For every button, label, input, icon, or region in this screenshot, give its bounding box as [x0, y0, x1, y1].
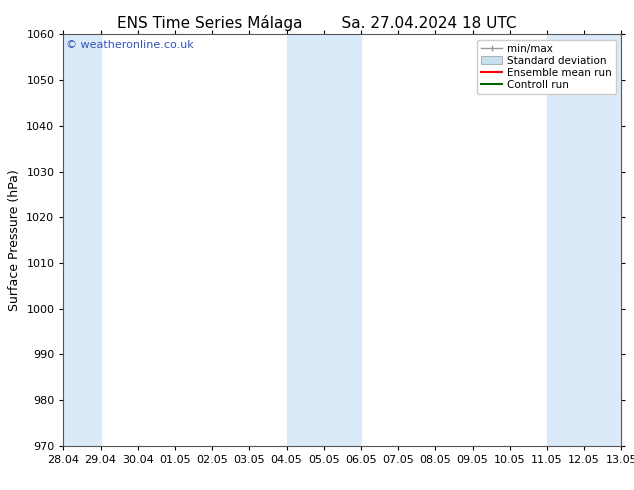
Bar [547, 34, 621, 446]
Bar [63, 34, 101, 446]
Text: © weatheronline.co.uk: © weatheronline.co.uk [66, 41, 194, 50]
Legend: min/max, Standard deviation, Ensemble mean run, Controll run: min/max, Standard deviation, Ensemble me… [477, 40, 616, 94]
Text: ENS Time Series Málaga        Sa. 27.04.2024 18 UTC: ENS Time Series Málaga Sa. 27.04.2024 18… [117, 15, 517, 31]
Bar [287, 34, 361, 446]
Y-axis label: Surface Pressure (hPa): Surface Pressure (hPa) [8, 169, 21, 311]
